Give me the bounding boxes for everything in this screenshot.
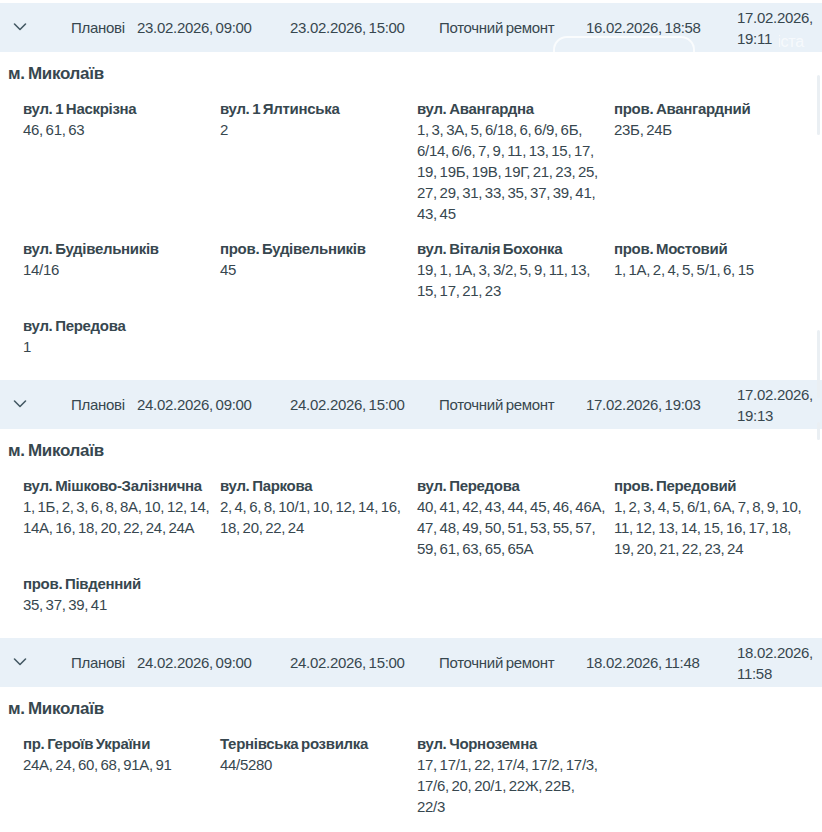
street-numbers: 2, 4, 6, 8, 10/1, 10, 12, 14, 16, 18, 20… <box>220 496 406 538</box>
street-numbers: 40, 41, 42, 43, 44, 45, 46, 46А, 47, 48,… <box>417 496 606 559</box>
street-group: вул. 1 Наскрізна 46, 61, 63 <box>23 98 220 224</box>
outage-start: 24.02.2026, 09:00 <box>137 380 252 429</box>
street-group: пров. Будівельників 45 <box>220 238 417 301</box>
street-name: вул. Передова <box>417 475 606 496</box>
street-group: пров. Південний 35, 37, 39, 41 <box>23 573 220 615</box>
street-numbers: 44/5280 <box>220 754 406 775</box>
street-name: вул. Будівельників <box>23 238 209 259</box>
street-name: вул. Передова <box>23 315 209 336</box>
outage-type: Планові <box>71 380 125 429</box>
street-group: вул. Передова 40, 41, 42, 43, 44, 45, 46… <box>417 475 614 559</box>
street-numbers: 1, 1Б, 2, 3, 6, 8, 8А, 10, 12, 14, 14А, … <box>23 496 216 538</box>
street-name: пров. Мостовий <box>614 238 800 259</box>
outage-header-row[interactable]: Планові 23.02.2026, 09:00 23.02.2026, 15… <box>0 3 822 52</box>
street-name: вул. 1 Ялтинська <box>220 98 406 119</box>
chevron-down-icon[interactable] <box>12 396 28 412</box>
street-numbers: 1, 1А, 2, 4, 5, 5/1, 6, 15 <box>614 259 800 280</box>
street-numbers: 1, 2, 3, 4, 5, 6/1, 6А, 7, 8, 9, 10, 11,… <box>614 496 803 559</box>
outage-start: 24.02.2026, 09:00 <box>137 638 252 687</box>
outage-reason: Поточний ремонт <box>439 380 554 429</box>
street-group: вул. Передова 1 <box>23 315 220 357</box>
street-numbers: 24А, 24, 60, 68, 91А, 91 <box>23 754 209 775</box>
outage-created: 16.02.2026, 18:58 <box>586 3 701 52</box>
outages-page: Планові 23.02.2026, 09:00 23.02.2026, 15… <box>0 0 822 817</box>
street-name: пров. Авангардний <box>614 98 800 119</box>
city-heading: м. Миколаїв <box>8 63 822 85</box>
street-name: вул. Паркова <box>220 475 406 496</box>
street-numbers: 19, 1, 1А, 3, 3/2, 5, 9, 11, 13, 15, 17,… <box>417 259 603 301</box>
street-name: пров. Будівельників <box>220 238 406 259</box>
street-group: пров. Передовий 1, 2, 3, 4, 5, 6/1, 6А, … <box>614 475 811 559</box>
outage-created: 18.02.2026, 11:48 <box>586 638 700 687</box>
chevron-down-icon[interactable] <box>12 19 28 35</box>
outage-header-row[interactable]: Планові 24.02.2026, 09:00 24.02.2026, 15… <box>0 380 822 429</box>
street-name: вул. Мішково-Залізнична <box>23 475 216 496</box>
street-numbers: 2 <box>220 119 406 140</box>
outage-section: Планові 23.02.2026, 09:00 23.02.2026, 15… <box>0 3 822 357</box>
street-numbers: 1 <box>23 336 209 357</box>
streets-grid: вул. 1 Наскрізна 46, 61, 63 вул. 1 Ялтин… <box>0 98 822 357</box>
streets-grid: вул. Мішково-Залізнична 1, 1Б, 2, 3, 6, … <box>0 475 822 615</box>
streets-grid: пр. Героїв України 24А, 24, 60, 68, 91А,… <box>0 733 822 817</box>
outage-reason: Поточний ремонт <box>439 3 554 52</box>
street-group: вул. Паркова 2, 4, 6, 8, 10/1, 10, 12, 1… <box>220 475 417 559</box>
street-name: пров. Південний <box>23 573 209 594</box>
street-numbers: 1, 3, 3А, 5, 6/18, 6, 6/9, 6Б, 6/14, 6/6… <box>417 119 603 224</box>
street-name: вул. Авангардна <box>417 98 603 119</box>
outage-updated: 17.02.2026, 19:11 <box>737 7 819 49</box>
street-name: пров. Передовий <box>614 475 803 496</box>
street-group: вул. Чорноземна 17, 17/1, 22, 17/4, 17/2… <box>417 733 614 817</box>
street-group: вул. Мішково-Залізнична 1, 1Б, 2, 3, 6, … <box>23 475 220 559</box>
street-group: вул. Авангардна 1, 3, 3А, 5, 6/18, 6, 6/… <box>417 98 614 224</box>
street-name: пр. Героїв України <box>23 733 209 754</box>
outage-updated: 18.02.2026, 11:58 <box>737 642 819 684</box>
city-heading: м. Миколаїв <box>8 698 822 720</box>
street-group: Тернівська розвилка 44/5280 <box>220 733 417 817</box>
street-name: вул. 1 Наскрізна <box>23 98 209 119</box>
outage-type: Планові <box>71 638 125 687</box>
outage-reason: Поточний ремонт <box>439 638 554 687</box>
outage-end: 23.02.2026, 15:00 <box>290 3 405 52</box>
street-group: вул. Будівельників 14/16 <box>23 238 220 301</box>
outage-type: Планові <box>71 3 125 52</box>
city-heading: м. Миколаїв <box>8 440 822 462</box>
outage-start: 23.02.2026, 09:00 <box>137 3 252 52</box>
outage-created: 17.02.2026, 19:03 <box>586 380 701 429</box>
outage-updated: 17.02.2026, 19:13 <box>737 384 819 426</box>
street-name: вул. Віталія Бохонка <box>417 238 603 259</box>
outage-end: 24.02.2026, 15:00 <box>290 380 405 429</box>
street-group: вул. Віталія Бохонка 19, 1, 1А, 3, 3/2, … <box>417 238 614 301</box>
street-group: пр. Героїв України 24А, 24, 60, 68, 91А,… <box>23 733 220 817</box>
outage-section: Планові 24.02.2026, 09:00 24.02.2026, 15… <box>0 380 822 615</box>
street-name: вул. Чорноземна <box>417 733 603 754</box>
street-numbers: 35, 37, 39, 41 <box>23 594 209 615</box>
outage-header-row[interactable]: Планові 24.02.2026, 09:00 24.02.2026, 15… <box>0 638 822 687</box>
street-group: вул. 1 Ялтинська 2 <box>220 98 417 224</box>
chevron-down-icon[interactable] <box>12 654 28 670</box>
street-numbers: 46, 61, 63 <box>23 119 209 140</box>
outage-end: 24.02.2026, 15:00 <box>290 638 405 687</box>
outage-section: Планові 24.02.2026, 09:00 24.02.2026, 15… <box>0 638 822 817</box>
street-name: Тернівська розвилка <box>220 733 406 754</box>
street-group: пров. Авангардний 23Б, 24Б <box>614 98 811 224</box>
street-numbers: 23Б, 24Б <box>614 119 800 140</box>
street-numbers: 17, 17/1, 22, 17/4, 17/2, 17/3, 17/6, 20… <box>417 754 603 817</box>
street-group: пров. Мостовий 1, 1А, 2, 4, 5, 5/1, 6, 1… <box>614 238 811 301</box>
street-numbers: 14/16 <box>23 259 209 280</box>
street-numbers: 45 <box>220 259 406 280</box>
